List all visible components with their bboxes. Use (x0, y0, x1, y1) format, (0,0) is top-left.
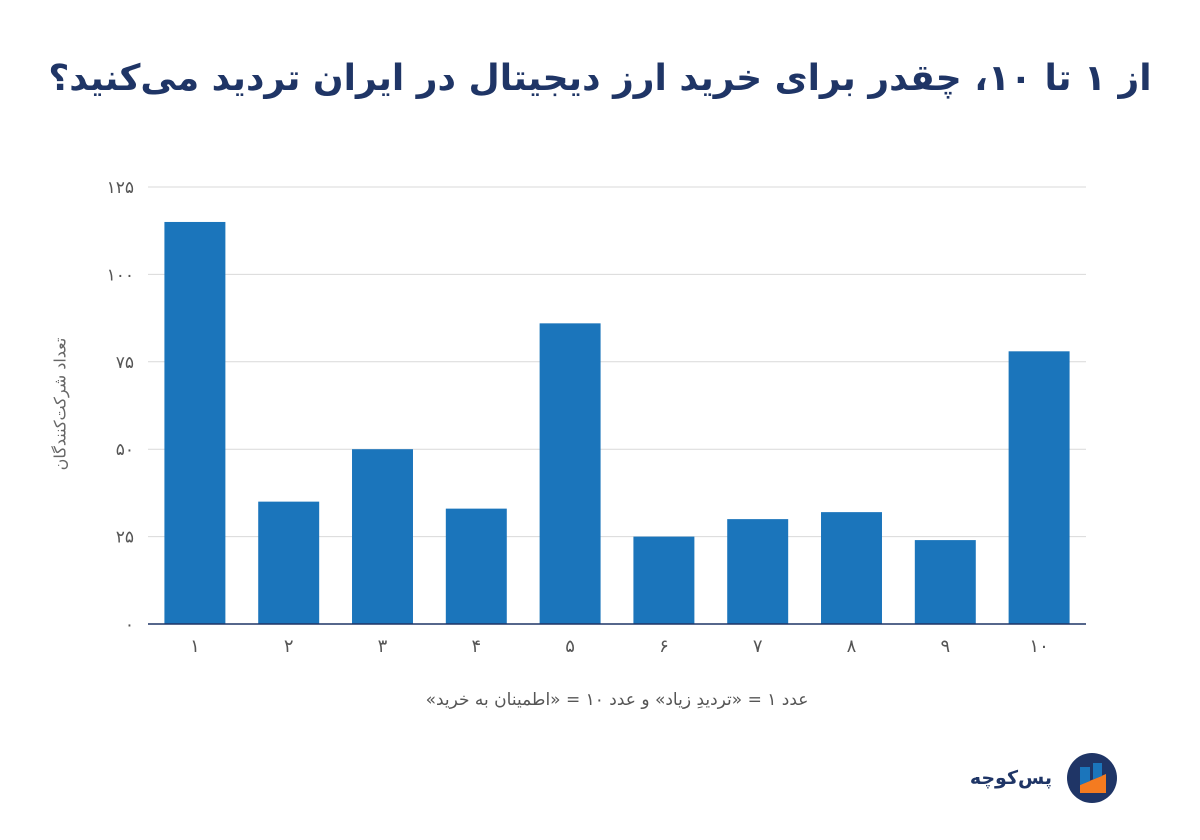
y-tick-label: ۵۰ (116, 440, 134, 460)
bar (821, 512, 882, 624)
x-tick-label: ۸ (847, 636, 857, 657)
bar (352, 449, 413, 624)
x-tick-label: ۵ (565, 636, 575, 657)
bar (164, 221, 226, 624)
y-tick-label: ۰ (125, 615, 134, 635)
bar (445, 508, 507, 624)
y-tick-label: ۲۵ (116, 528, 134, 548)
paskoocheh-logo-icon (1067, 753, 1117, 803)
x-tick-label: ۲ (284, 636, 294, 657)
y-tick-label: ۱۰۰ (107, 265, 134, 285)
y-tick-label: ۱۲۵ (107, 178, 134, 198)
x-tick-label: ۷ (753, 636, 763, 657)
gridlines (148, 186, 1086, 538)
chart-title: از ۱ تا ۱۰، چقدر برای خرید ارز دیجیتال د… (48, 58, 1152, 99)
x-tick-label: ۳ (378, 636, 388, 657)
bar (539, 323, 601, 624)
brand-name: پس‌کوچه (969, 767, 1052, 789)
x-axis-label: عدد ۱ = «تردیدِ زیاد» و عدد ۱۰ = «اطمینا… (425, 690, 809, 710)
bar (258, 501, 320, 624)
bars (164, 221, 1070, 624)
y-axis-label: تعداد شرکت‌کنندگان (50, 337, 70, 471)
x-tick-label: ۱ (190, 636, 200, 657)
y-tick-label: ۷۵ (116, 353, 134, 373)
x-tick-label: ۱۰ (1029, 636, 1048, 657)
x-tick-label: ۴ (471, 636, 481, 657)
bar (633, 536, 695, 624)
x-tick-label: ۶ (659, 636, 669, 657)
bar (727, 519, 789, 624)
bar (914, 540, 976, 624)
x-tick-label: ۹ (940, 636, 950, 657)
bar (1008, 351, 1070, 624)
brand: پس‌کوچه (970, 752, 1118, 804)
tick-labels: ۰ ۲۵ ۵۰ ۷۵ ۱۰۰ ۱۲۵ ۱ ۲ ۳ ۴ ۵ ۶ ۷ ۸ ۹ ۱۰ (107, 178, 1049, 657)
